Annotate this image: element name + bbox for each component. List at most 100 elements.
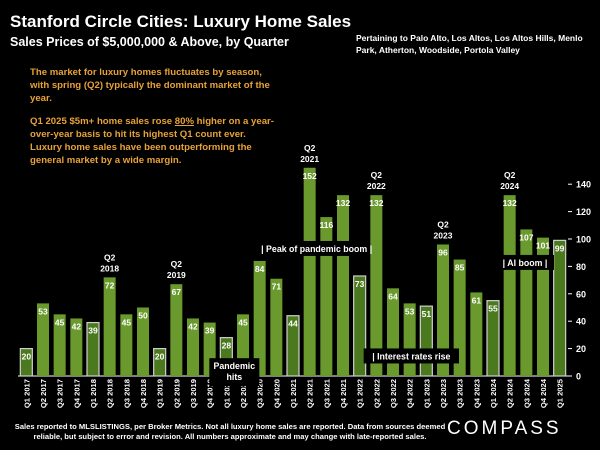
commentary-text-b: higher on a year-over-year basis to hit … <box>30 116 274 166</box>
x-tick-label: Q1 2022 <box>356 379 365 408</box>
data-label: 39 <box>88 326 98 336</box>
data-label: 71 <box>272 282 282 292</box>
bar <box>53 314 66 376</box>
bar <box>270 278 283 376</box>
q2-callout: 2021 <box>300 154 319 164</box>
data-label: 39 <box>205 326 215 336</box>
x-tick-label: Q4 2020 <box>272 379 281 408</box>
annotation-pandemic-boom: | Peak of pandemic boom | <box>261 244 372 254</box>
q2-callout: Q2 <box>104 252 116 262</box>
x-tick-label: Q1 2021 <box>289 378 298 408</box>
q2-callout: Q2 <box>371 170 383 180</box>
data-label: 116 <box>319 220 333 230</box>
q2-callout: Q2 <box>437 219 449 229</box>
data-label: 85 <box>455 263 465 273</box>
x-tick-label: Q2 2020 <box>239 379 248 408</box>
data-label: 73 <box>355 279 365 289</box>
annotation-interest-rates: | Interest rates rise <box>372 351 450 361</box>
bar <box>353 275 367 377</box>
annotation-pandemic-hits: Pandemic <box>214 361 256 371</box>
bar <box>187 318 199 376</box>
x-tick-label: Q4 2023 <box>472 379 481 408</box>
x-tick-label: Q3 2023 <box>456 379 465 408</box>
y-tick-label: 20 <box>576 344 586 354</box>
cities-note: Pertaining to Palo Alto, Los Altos, Los … <box>356 33 583 55</box>
bar <box>437 244 449 376</box>
bar <box>520 229 533 376</box>
data-label: 53 <box>405 306 415 316</box>
y-tick-label: 80 <box>576 262 586 272</box>
compass-logo: COMPASS <box>447 418 562 439</box>
commentary-box: The market for luxury homes fluctuates b… <box>30 66 275 177</box>
y-tick-label: 0 <box>576 372 581 382</box>
bar <box>170 284 183 376</box>
commentary-text-a: Q1 2025 $5m+ home sales rose <box>30 116 175 127</box>
chart-subtitle: Sales Prices of $5,000,000 & Above, by Q… <box>10 35 289 49</box>
data-label: 72 <box>105 280 115 290</box>
x-tick-label: Q3 2017 <box>56 379 65 408</box>
bar <box>120 314 133 376</box>
data-label: 20 <box>155 352 165 362</box>
data-label: 107 <box>519 232 533 242</box>
data-label: 42 <box>188 321 198 331</box>
commentary-underlined-pct: 80% <box>174 116 194 127</box>
bar <box>320 217 333 376</box>
x-tick-label: Q1 2023 <box>422 379 431 408</box>
data-label: 64 <box>388 291 398 301</box>
data-label: 45 <box>238 317 248 327</box>
data-label: 51 <box>422 309 432 319</box>
data-label: 45 <box>55 317 65 327</box>
x-tick-label: Q2 2017 <box>39 379 48 408</box>
x-tick-label: Q2 2024 <box>506 378 515 408</box>
data-label: 44 <box>288 319 298 329</box>
x-tick-label: Q1 2019 <box>156 379 165 408</box>
x-tick-label: Q1 2020 <box>222 379 231 408</box>
x-tick-label: Q2 2023 <box>439 379 448 408</box>
bar <box>86 321 100 377</box>
y-tick-label: 40 <box>576 317 586 327</box>
x-tick-label: Q2 2018 <box>106 379 115 408</box>
x-tick-label: Q4 2018 <box>139 379 148 408</box>
y-tick-label: 140 <box>576 180 591 190</box>
x-tick-label: Q3 2021 <box>322 378 331 408</box>
x-tick-label: Q2 2022 <box>372 379 381 408</box>
annotation-pandemic-hits-box <box>209 358 260 387</box>
q2-callout: 2024 <box>500 181 519 191</box>
data-label: 45 <box>122 317 132 327</box>
bar <box>337 195 349 376</box>
q2-callout: 2023 <box>434 230 453 240</box>
q2-callout: 2019 <box>167 270 186 280</box>
data-label: 101 <box>536 241 550 251</box>
bar <box>19 348 33 377</box>
x-tick-label: Q4 2017 <box>72 379 81 408</box>
x-tick-label: Q2 2019 <box>172 379 181 408</box>
commentary-paragraph-2: Q1 2025 $5m+ home sales rose 80% higher … <box>30 115 275 167</box>
data-label: 132 <box>503 198 517 208</box>
data-label: 20 <box>22 352 32 362</box>
annotation-pandemic-boom-box <box>263 240 370 256</box>
data-label: 53 <box>38 306 48 316</box>
bar <box>553 239 567 377</box>
data-label: 84 <box>255 264 265 274</box>
x-tick-label: Q1 2025 <box>556 378 565 408</box>
chart-title: Stanford Circle Cities: Luxury Home Sale… <box>10 12 352 31</box>
y-tick-label: 60 <box>576 289 586 299</box>
data-label: 28 <box>222 341 232 351</box>
y-tick-label: 120 <box>576 207 591 217</box>
bar <box>253 260 266 376</box>
data-label: 61 <box>472 295 482 305</box>
data-label: 50 <box>138 311 148 321</box>
bar <box>103 277 116 376</box>
x-tick-label: Q3 2018 <box>122 379 131 408</box>
bar <box>137 307 149 376</box>
q2-callout: Q2 <box>171 259 183 269</box>
q2-callout: 2022 <box>367 181 386 191</box>
bar <box>37 303 49 376</box>
data-label: 152 <box>303 171 317 181</box>
bar <box>503 195 516 376</box>
q2-callout: Q2 <box>504 170 516 180</box>
annotation-ai-boom-box <box>496 254 554 270</box>
x-tick-label: Q3 2019 <box>189 379 198 408</box>
bar <box>370 195 383 376</box>
